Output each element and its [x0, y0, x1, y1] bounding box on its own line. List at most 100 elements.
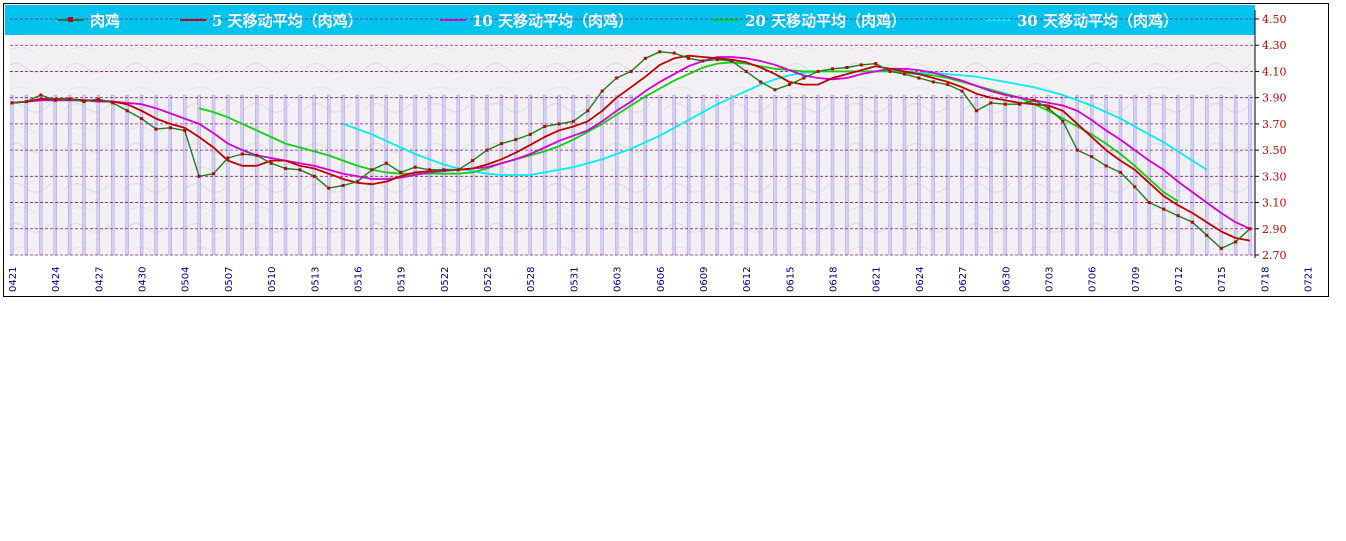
day-bar — [600, 94, 604, 256]
day-bar — [1147, 94, 1151, 256]
data-point — [528, 132, 532, 136]
day-bar — [701, 94, 705, 256]
data-point — [514, 138, 518, 142]
x-tick-label: 0519 — [397, 267, 408, 292]
x-tick-label: 0421 — [8, 267, 19, 292]
day-bar — [1176, 94, 1180, 256]
day-bar — [1190, 94, 1195, 256]
day-bar — [557, 94, 561, 256]
data-point — [600, 89, 604, 93]
data-point — [1104, 164, 1108, 168]
x-tick-label: 0627 — [958, 267, 969, 292]
data-point — [1162, 207, 1166, 211]
x-tick-label: 0525 — [483, 267, 494, 292]
day-bar — [989, 94, 993, 256]
day-bar — [614, 94, 619, 256]
legend-swatch-ma20 — [713, 19, 739, 21]
day-bar — [773, 94, 777, 256]
day-bar — [226, 94, 230, 256]
legend-label-ma20: 20 天移动平均（肉鸡） — [745, 11, 907, 30]
data-point — [1147, 201, 1151, 205]
day-bar — [845, 94, 849, 256]
y-tick-label: 3.70 — [1262, 118, 1287, 131]
x-tick-label: 0606 — [656, 267, 667, 292]
data-point — [341, 184, 345, 188]
data-point — [226, 156, 230, 160]
day-bar — [24, 94, 29, 256]
day-bar — [1133, 94, 1137, 256]
data-point — [1003, 102, 1007, 106]
day-bar — [10, 94, 14, 256]
data-point — [111, 101, 115, 105]
data-point — [802, 76, 806, 80]
legend-swatch-broiler — [58, 17, 84, 22]
day-bar — [1075, 94, 1079, 256]
day-bar — [902, 94, 907, 256]
day-bar — [629, 94, 633, 256]
legend-label-broiler: 肉鸡 — [90, 11, 121, 30]
x-tick-label: 0531 — [569, 267, 580, 292]
data-point — [284, 166, 288, 170]
day-bar — [874, 94, 878, 256]
data-point — [53, 98, 57, 102]
day-bar — [931, 94, 935, 256]
day-bar — [370, 94, 374, 256]
data-point — [10, 101, 14, 105]
y-tick-label: 4.50 — [1262, 13, 1287, 26]
data-point — [831, 67, 835, 71]
data-point — [845, 66, 849, 70]
data-point — [471, 159, 475, 163]
day-bar — [946, 94, 950, 256]
day-bar — [643, 94, 648, 256]
y-axis: 2.70 2.90 3.10 3.30 3.50 3.70 3.90 4.10 4.30 4.50 — [1254, 10, 1287, 262]
day-bar — [542, 94, 547, 256]
x-tick-label: 0504 — [181, 267, 192, 292]
x-tick-label: 0510 — [267, 267, 278, 292]
x-tick-label: 0715 — [1217, 267, 1228, 292]
y-tick-label: 3.90 — [1262, 92, 1287, 105]
data-point — [183, 128, 187, 132]
day-bar — [283, 94, 288, 256]
legend: 肉鸡 5 天移动平均（肉鸡） 10 天移动平均（肉鸡） 20 天移动平均（肉鸡）… — [5, 5, 1255, 35]
x-tick-label: 0427 — [94, 267, 105, 292]
x-axis: 0421 0424 0427 0430 0504 0507 0510 0513 0516 0519… — [8, 267, 1315, 292]
data-point — [989, 101, 993, 105]
data-point — [730, 59, 734, 63]
day-bar — [960, 94, 964, 256]
day-bar — [1205, 94, 1209, 256]
data-point — [658, 50, 662, 54]
y-tick-label: 2.70 — [1262, 249, 1287, 262]
data-point — [456, 168, 460, 172]
day-bar — [758, 94, 763, 256]
day-bar — [485, 94, 489, 256]
x-tick-label: 0618 — [829, 267, 840, 292]
day-bar — [974, 94, 979, 256]
y-tick-label: 3.10 — [1262, 197, 1287, 210]
x-tick-label: 0609 — [699, 267, 710, 292]
x-tick-label: 0703 — [1045, 267, 1056, 292]
day-bar — [658, 94, 662, 256]
data-point — [399, 170, 403, 174]
day-bar — [888, 94, 892, 256]
data-point — [557, 122, 561, 126]
data-point — [773, 88, 777, 92]
legend-item-ma20: 20 天移动平均（肉鸡） — [713, 5, 906, 35]
day-bar — [183, 94, 187, 256]
data-point — [39, 93, 43, 97]
data-point — [82, 100, 86, 104]
legend-swatch-ma10 — [440, 19, 466, 21]
data-point — [1018, 102, 1022, 106]
x-tick-label: 0612 — [742, 267, 753, 292]
data-point — [240, 152, 244, 156]
data-point — [255, 153, 259, 157]
data-point — [96, 97, 100, 101]
x-tick-label: 0513 — [310, 267, 321, 292]
y-tick-label: 3.50 — [1262, 144, 1287, 157]
data-point — [125, 109, 129, 113]
y-tick-label: 4.10 — [1262, 65, 1287, 78]
day-bar — [471, 94, 475, 256]
legend-label-ma10: 10 天移动平均（肉鸡） — [472, 11, 634, 30]
data-point — [787, 83, 791, 87]
day-bar — [917, 94, 921, 256]
legend-label-ma30: 30 天移动平均（肉鸡） — [1017, 11, 1179, 30]
